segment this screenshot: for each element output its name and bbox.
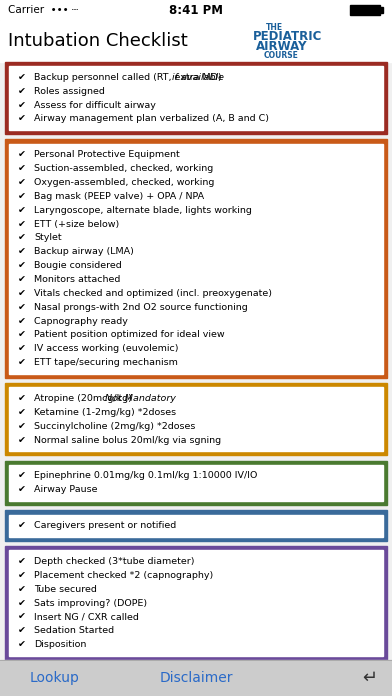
Text: ✔: ✔ [18,626,26,635]
Text: ✔: ✔ [18,164,26,173]
Text: ETT tape/securing mechanism: ETT tape/securing mechanism [34,358,178,367]
Bar [0,660,392,696]
Text: ✔: ✔ [18,358,26,367]
Text: Caregivers present or notified: Caregivers present or notified [34,521,176,530]
Text: Airway management plan verbalized (A, B and C): Airway management plan verbalized (A, B … [34,114,269,123]
Bar [350,5,380,15]
Text: Succinylcholine (2mg/kg) *2doses: Succinylcholine (2mg/kg) *2doses [34,422,195,431]
Text: ✔: ✔ [18,150,26,159]
Text: THE: THE [266,22,283,31]
Text: Bougie considered: Bougie considered [34,261,122,270]
Text: ✔: ✔ [18,585,26,594]
Text: IV access working (euvolemic): IV access working (euvolemic) [34,345,178,354]
Text: Nasal prongs-with 2nd O2 source functioning: Nasal prongs-with 2nd O2 source function… [34,303,248,312]
Text: Backup personnel called (RT, extra MD): Backup personnel called (RT, extra MD) [34,73,225,82]
Text: ✔: ✔ [18,485,26,494]
Text: Suction-assembled, checked, working: Suction-assembled, checked, working [34,164,213,173]
Bar [5,139,387,378]
Text: ✔: ✔ [18,571,26,580]
Text: ✔: ✔ [18,100,26,109]
Text: ✔: ✔ [18,612,26,622]
Text: ✔: ✔ [18,317,26,326]
Text: COURSE: COURSE [264,52,299,61]
Bar [5,62,387,134]
Text: ✔: ✔ [18,87,26,95]
Text: ✔: ✔ [18,261,26,270]
Text: Airway Pause: Airway Pause [34,485,98,494]
Text: 8:41 PM: 8:41 PM [169,3,223,17]
Text: Monitors attached: Monitors attached [34,275,120,284]
Text: Capnography ready: Capnography ready [34,317,128,326]
Text: Depth checked (3*tube diameter): Depth checked (3*tube diameter) [34,557,194,566]
Text: PEDIATRIC: PEDIATRIC [253,31,322,43]
Text: Bag mask (PEEP valve) + OPA / NPA: Bag mask (PEEP valve) + OPA / NPA [34,192,204,201]
Text: Ketamine (1-2mg/kg) *2doses: Ketamine (1-2mg/kg) *2doses [34,408,176,417]
Bar [9,514,383,537]
Text: Sedation Started: Sedation Started [34,626,114,635]
Text: Roles assigned: Roles assigned [34,87,105,95]
Text: Patient position optimized for ideal view: Patient position optimized for ideal vie… [34,331,225,340]
Bar [5,383,387,455]
Text: Vitals checked and optimized (incl. preoxygenate): Vitals checked and optimized (incl. preo… [34,289,272,298]
Text: Not Mandatory: Not Mandatory [105,394,176,403]
Text: ✔: ✔ [18,73,26,82]
Text: ✔: ✔ [18,557,26,566]
Text: ✔: ✔ [18,233,26,242]
Text: Atropine (20mcg/kg): Atropine (20mcg/kg) [34,394,135,403]
Text: Laryngoscope, alternate blade, lights working: Laryngoscope, alternate blade, lights wo… [34,206,252,214]
Bar [0,0,392,20]
Text: ✔: ✔ [18,289,26,298]
Bar [9,143,383,374]
Text: Stylet: Stylet [34,233,62,242]
Text: ✔: ✔ [18,192,26,201]
Bar [5,510,387,541]
Text: ✔: ✔ [18,394,26,403]
Text: ✔: ✔ [18,422,26,431]
Text: ✔: ✔ [18,219,26,228]
Text: if available: if available [172,73,224,82]
Text: Personal Protective Equipment: Personal Protective Equipment [34,150,180,159]
Text: Backup airway (LMA): Backup airway (LMA) [34,247,134,256]
Bar [5,461,387,505]
Text: Oxygen-assembled, checked, working: Oxygen-assembled, checked, working [34,178,214,187]
Text: ↵: ↵ [363,669,377,687]
Text: ✔: ✔ [18,436,26,445]
Text: Lookup: Lookup [30,671,80,685]
Text: Disclaimer: Disclaimer [159,671,233,685]
Text: ✔: ✔ [18,408,26,417]
Bar [9,388,383,451]
Text: ✔: ✔ [18,303,26,312]
Text: ✔: ✔ [18,247,26,256]
Text: ✔: ✔ [18,331,26,340]
Text: Placement checked *2 (capnography): Placement checked *2 (capnography) [34,571,213,580]
Text: Assess for difficult airway: Assess for difficult airway [34,100,156,109]
Text: Epinephrine 0.01mg/kg 0.1ml/kg 1:10000 IV/IO: Epinephrine 0.01mg/kg 0.1ml/kg 1:10000 I… [34,471,258,480]
Bar [9,465,383,501]
Text: ✔: ✔ [18,640,26,649]
Text: AIRWAY: AIRWAY [256,40,307,54]
Bar [9,66,383,130]
Bar [0,20,392,62]
Text: ✔: ✔ [18,345,26,354]
Text: Carrier  ••• ┈: Carrier ••• ┈ [8,5,78,15]
Text: ✔: ✔ [18,599,26,608]
Bar [9,551,383,656]
Text: ETT (+size below): ETT (+size below) [34,219,119,228]
Text: ✔: ✔ [18,521,26,530]
Text: Intubation Checklist: Intubation Checklist [8,32,188,50]
Text: ✔: ✔ [18,275,26,284]
Text: Disposition: Disposition [34,640,86,649]
Text: Sats improving? (DOPE): Sats improving? (DOPE) [34,599,147,608]
Text: ✔: ✔ [18,206,26,214]
Text: ✔: ✔ [18,471,26,480]
Text: Insert NG / CXR called: Insert NG / CXR called [34,612,139,622]
Text: Normal saline bolus 20ml/kg via sgning: Normal saline bolus 20ml/kg via sgning [34,436,221,445]
Text: ✔: ✔ [18,114,26,123]
Text: Tube secured: Tube secured [34,585,97,594]
Bar [5,546,387,660]
Text: ✔: ✔ [18,178,26,187]
Bar [380,7,383,13]
